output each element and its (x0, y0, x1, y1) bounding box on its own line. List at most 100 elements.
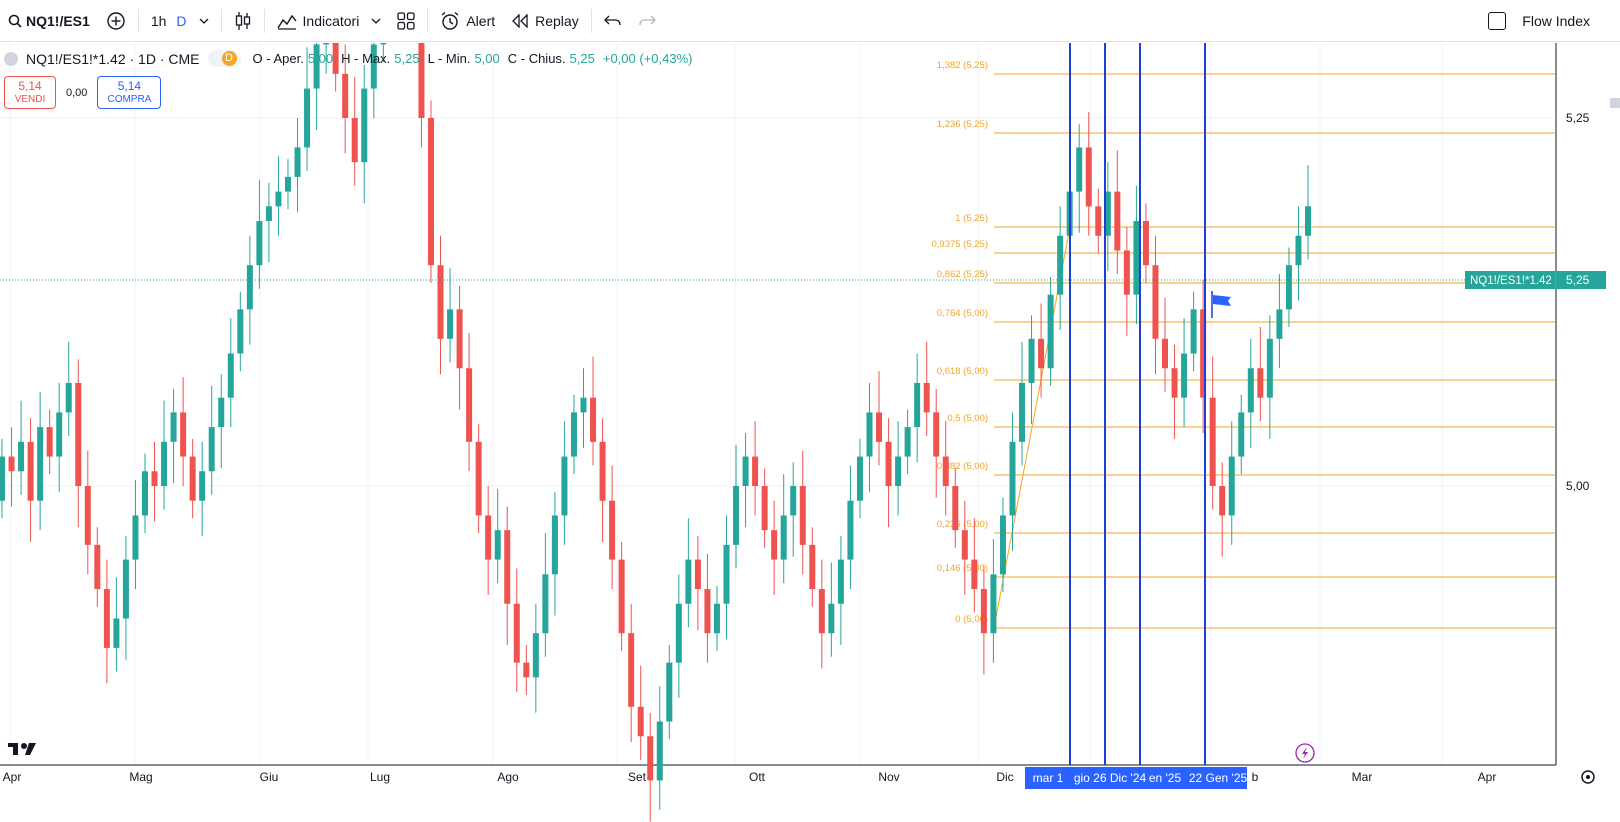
compare-button[interactable] (98, 0, 134, 42)
low-value: 5,00 (474, 51, 500, 66)
candle-body (980, 589, 987, 634)
symbol-search[interactable]: NQ1!/ES1 (0, 0, 98, 42)
time-tick-label: Dic (996, 770, 1013, 784)
buy-button[interactable]: 5,14 COMPRA (97, 76, 162, 109)
fib-level-label: 1,382 (5,25) (937, 60, 988, 71)
candle-body (361, 88, 368, 163)
high-label: H - Max. (341, 51, 391, 66)
chart-legend: NQ1!/ES1!*1.42 · 1D · CME D O - Aper. 5,0… (4, 50, 692, 67)
chart-type-button[interactable] (226, 0, 260, 42)
fib-level-label: 0,9375 (5,25) (931, 239, 988, 250)
fib-level-label: 0,382 (5,00) (937, 461, 988, 472)
candle-body (265, 206, 272, 222)
candle-body (284, 176, 291, 192)
sell-button[interactable]: 5,14 VENDI (4, 76, 56, 109)
checkbox-icon[interactable] (1488, 12, 1507, 30)
candle-body (723, 544, 730, 604)
candle-body (1181, 353, 1188, 398)
price-tick-label: 5,00 (1566, 479, 1590, 493)
time-tick-label: Apr (3, 770, 22, 784)
trade-panel: 5,14 VENDI 0,00 5,14 COMPRA (4, 76, 162, 109)
candle-body (161, 441, 168, 486)
candle-body (1285, 265, 1292, 310)
candle-body (542, 574, 549, 634)
open-value: 5,00 (307, 51, 334, 66)
price-chart[interactable]: 5,25 5,00 1,382 (5,25) 1,236 (5,25) 1 (5,25)… (0, 43, 1620, 822)
candle-body (151, 471, 158, 486)
candle-body (304, 88, 311, 148)
plus-circle-icon (106, 11, 126, 31)
rewind-icon (511, 13, 529, 28)
candle-body (380, 43, 387, 45)
time-tick-label: Giu (260, 770, 279, 784)
candle-body (1104, 191, 1111, 236)
time-tick-label: Lug (370, 770, 390, 784)
time-tick-label: Mag (129, 770, 152, 784)
separator (590, 8, 592, 33)
candle-body (837, 559, 844, 604)
separator (263, 8, 265, 33)
candle-body (1305, 206, 1311, 236)
candle-body (8, 456, 15, 472)
candle-body (771, 530, 778, 560)
candle-body (37, 427, 44, 501)
candle-body (475, 441, 482, 516)
undo-button[interactable] (596, 0, 630, 42)
candle-body (332, 43, 339, 74)
candle-body (180, 412, 187, 457)
time-tick-label: Set (628, 770, 647, 784)
scrollbar-handle (1610, 98, 1620, 108)
candles-group (0, 43, 1311, 822)
candle-body (1085, 147, 1092, 207)
time-highlight-label: en '25 (1149, 771, 1182, 785)
search-icon (8, 14, 22, 28)
data-source-badge[interactable]: D (207, 50, 241, 67)
indicators-button[interactable]: Indicatori (269, 0, 390, 42)
candle-body (1257, 368, 1264, 398)
symbol-price-tag (1465, 271, 1555, 289)
redo-button[interactable] (630, 0, 664, 42)
fib-level-label: 1,236 (5,25) (937, 119, 988, 130)
candle-body (551, 515, 558, 575)
right-toolbar: Flow Index (1480, 0, 1620, 42)
candle-body (1009, 441, 1016, 516)
candle-body (27, 441, 34, 501)
candle-body (351, 118, 358, 163)
candle-body (1095, 206, 1102, 236)
time-tick-label: Apr (1478, 770, 1497, 784)
candle-body (694, 559, 701, 590)
fib-level-label: 0 (5,00) (955, 614, 988, 625)
candle-body (742, 456, 749, 486)
candle-body (1142, 221, 1149, 266)
open-label: O - Aper. (252, 51, 304, 66)
candle-body (513, 603, 520, 663)
candle-body (961, 530, 968, 560)
candle-body (1028, 338, 1035, 383)
candle-body (1295, 235, 1302, 266)
interval-selector[interactable]: 1h D (143, 0, 217, 42)
replay-button[interactable]: Replay (503, 0, 587, 42)
candle-body (885, 441, 892, 486)
candle-body (780, 515, 787, 560)
alert-button[interactable]: Alert (432, 0, 503, 42)
candle-body (447, 309, 454, 339)
candle-body (570, 412, 577, 457)
candle-body (799, 486, 806, 545)
alarm-clock-icon (440, 11, 460, 31)
candle-body (246, 265, 253, 310)
candle-body (1114, 191, 1121, 251)
candle-body (590, 397, 597, 442)
candle-body (942, 456, 949, 486)
symbol-label: NQ1!/ES1 (26, 12, 90, 29)
candle-body (1057, 235, 1064, 295)
candle-body (1200, 309, 1207, 398)
candle-body (103, 589, 110, 648)
candle-body (618, 559, 625, 634)
candle-body (75, 382, 82, 486)
candle-body (647, 736, 654, 781)
candle-body (466, 368, 473, 442)
candle-body (323, 43, 330, 45)
chevron-down-icon (371, 18, 381, 24)
layouts-button[interactable] (389, 0, 423, 42)
flow-index-toggle[interactable]: Flow Index (1480, 0, 1620, 42)
